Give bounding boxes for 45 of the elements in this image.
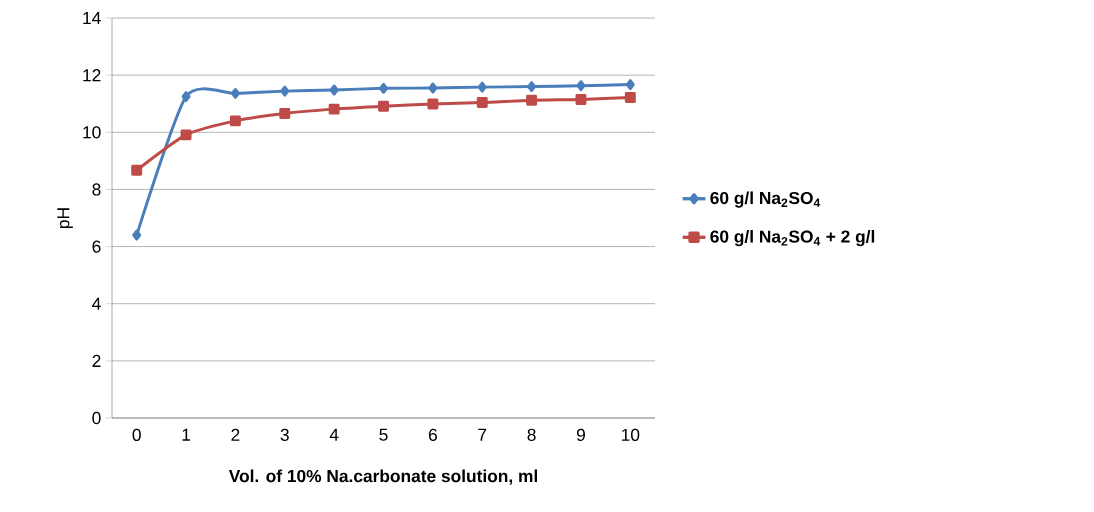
point xyxy=(132,229,142,241)
point xyxy=(576,80,586,92)
point xyxy=(180,129,192,141)
point xyxy=(625,79,635,91)
point xyxy=(328,103,340,115)
point xyxy=(477,81,487,93)
point xyxy=(427,98,439,110)
point xyxy=(624,91,636,103)
point xyxy=(229,115,241,127)
x-tick-label: 5 xyxy=(379,428,388,441)
x-tick-label: 10 xyxy=(622,428,640,441)
y-tick-label: 14 xyxy=(83,12,101,24)
y-tick-label: 10 xyxy=(83,126,101,139)
x-tick-label: 7 xyxy=(478,428,487,441)
point xyxy=(131,164,143,176)
y-tick-label: 8 xyxy=(92,183,101,196)
point xyxy=(527,81,537,93)
x-tick-label: 4 xyxy=(329,428,339,441)
y-tick-label: 6 xyxy=(92,240,101,253)
x-tick-label: 6 xyxy=(428,428,437,441)
x-tick-label: 2 xyxy=(231,428,240,441)
point xyxy=(181,91,191,103)
legend-label: 60 g/l Na$_{2}$SO$_{4}$ xyxy=(710,191,821,208)
point xyxy=(280,85,290,97)
y-tick-label: 12 xyxy=(83,69,101,82)
point xyxy=(526,94,538,106)
point xyxy=(428,82,438,94)
legend-label: 60 g/l Na$_{2}$SO$_{4}$ + 2 g/l xyxy=(710,229,875,247)
point xyxy=(379,82,388,94)
point xyxy=(329,84,339,96)
y-axis-title: pH xyxy=(57,208,73,228)
y-tick-label: 0 xyxy=(92,411,101,425)
x-tick-label: 1 xyxy=(182,428,191,441)
point xyxy=(230,87,240,99)
point xyxy=(378,100,389,112)
point xyxy=(575,93,587,105)
x-tick-label: 9 xyxy=(576,428,585,441)
y-tick-label: 2 xyxy=(92,354,101,367)
x-axis-title: Vol. of 10% Na.carbonate solution, ml xyxy=(228,469,538,485)
x-tick-label: 8 xyxy=(527,428,536,441)
point xyxy=(476,97,488,109)
point xyxy=(279,107,291,119)
y-tick-label: 4 xyxy=(92,297,101,310)
x-tick-label: 0 xyxy=(132,428,141,441)
x-tick-label: 3 xyxy=(280,428,289,441)
